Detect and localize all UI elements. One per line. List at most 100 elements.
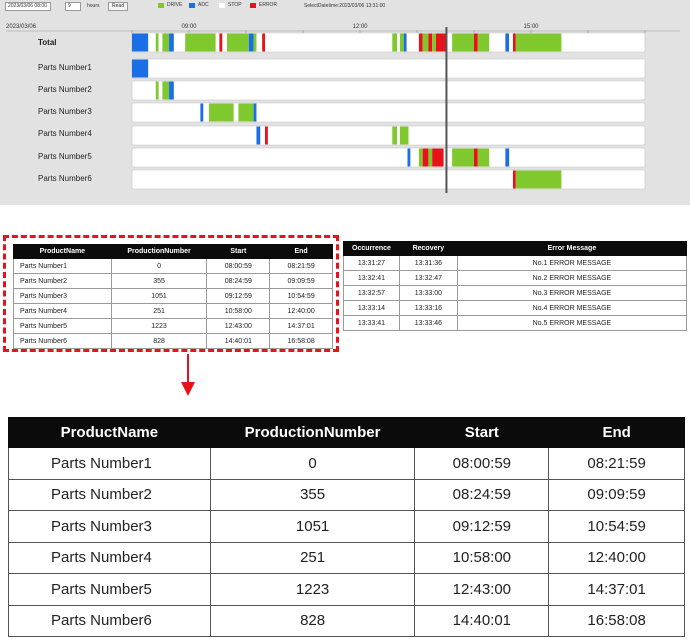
timeline-segment-adc [407,148,411,167]
table-row[interactable]: 13:33:14 13:33:16 No.4 ERROR MESSAGE [343,300,688,316]
timeline-segment-adc [505,148,510,167]
header-start: Start [206,244,271,259]
timeline-segment-drive [515,33,522,52]
timeline-segment-drive [155,81,159,100]
timeline-segment-adc [132,59,149,78]
timeline-segment-error [428,33,433,52]
timeline-segment-drive [185,33,216,52]
cell-start: 08:24:59 [414,478,550,511]
timeline-segment-adc [253,103,257,122]
table-row[interactable]: Parts Number6 828 14:40:01 16:58:08 [13,333,333,349]
header-product-name: ProductName [8,417,211,448]
cell-production-number: 828 [110,333,208,349]
table-row[interactable]: Parts Number6 828 14:40:01 16:58:08 [8,604,685,637]
select-datetime-readout: SelectDatetime:2023/03/06 13:31:00 [304,3,386,9]
timeline-segment-drive [392,126,398,145]
table-row[interactable]: 13:32:41 13:32:47 No.2 ERROR MESSAGE [343,270,688,286]
timeline-segment-drive [418,148,423,167]
start-datetime-input[interactable]: 2023/03/06 08:00 [5,2,51,11]
cell-production-number: 1051 [209,510,416,543]
cell-end: 08:21:59 [269,258,333,274]
timeline-segment-adc [169,81,174,100]
cell-product-name: Parts Number5 [13,318,112,334]
table-row[interactable]: Parts Number1 0 08:00:59 08:21:59 [8,447,685,480]
table-row[interactable]: Parts Number2 355 08:24:59 09:09:59 [13,273,333,289]
production-table-small: ProductName ProductionNumber Start End P… [13,244,333,349]
header-end: End [548,417,685,448]
gantt-chart[interactable] [0,0,690,205]
cell-start: 10:58:00 [414,541,550,574]
legend-swatch-error [250,3,256,8]
table-row[interactable]: Parts Number3 1051 09:12:59 10:54:59 [8,510,685,543]
row-label-parts5: Parts Number5 [38,152,92,161]
table-row[interactable]: 13:33:41 13:33:46 No.5 ERROR MESSAGE [343,315,688,331]
cell-error-message: No.3 ERROR MESSAGE [456,285,688,301]
cell-production-number: 828 [209,604,416,637]
table-row[interactable]: Parts Number4 251 10:58:00 12:40:00 [8,541,685,574]
header-production-number: ProductionNumber [110,244,208,259]
cell-production-number: 355 [209,478,416,511]
read-button[interactable]: Read [108,2,128,11]
cell-product-name: Parts Number4 [13,303,112,319]
timeline-segment-adc [403,33,407,52]
timeline-segment-drive [162,33,170,52]
cell-end: 09:09:59 [269,273,333,289]
timeline-segment-drive [399,126,409,145]
legend-swatch-adc [189,3,195,8]
timeline-segment-error [432,148,444,167]
row-label-parts1: Parts Number1 [38,63,92,72]
cell-occurrence: 13:32:41 [343,270,400,286]
arrow-down-icon [181,382,195,396]
table-row[interactable]: Parts Number4 251 10:58:00 12:40:00 [13,303,333,319]
cell-recovery: 13:31:36 [398,255,458,271]
timeline-segment-drive [452,33,474,52]
arrow-down-line [187,354,189,384]
cell-start: 14:40:01 [414,604,550,637]
timeline-segment-drive [477,148,490,167]
table-row[interactable]: Parts Number1 0 08:00:59 08:21:59 [13,258,333,274]
timeline-segment-error [262,33,265,52]
cell-product-name: Parts Number3 [13,288,112,304]
header-end: End [269,244,333,259]
cell-product-name: Parts Number6 [8,604,211,637]
timeline-segment-drive [238,103,254,122]
row-label-parts3: Parts Number3 [38,107,92,116]
tick-label-1500: 15:00 [523,24,539,30]
cell-end: 14:37:01 [548,573,685,606]
timeline-segment-adc [200,103,204,122]
cell-recovery: 13:33:16 [398,300,458,316]
hours-select[interactable]: 9 [65,2,81,11]
cell-recovery: 13:32:47 [398,270,458,286]
table-row[interactable]: Parts Number3 1051 09:12:59 10:54:59 [13,288,333,304]
timeline-segment-adc [169,33,174,52]
table-row[interactable]: 13:31:27 13:31:36 No.1 ERROR MESSAGE [343,255,688,271]
table-row[interactable]: Parts Number5 1223 12:43:00 14:37:01 [13,318,333,334]
timeline-track [131,58,646,79]
cell-error-message: No.2 ERROR MESSAGE [456,270,688,286]
timeline-segment-drive [399,33,404,52]
cell-start: 08:24:59 [206,273,271,289]
cell-start: 08:00:59 [414,447,550,480]
table-row[interactable]: 13:32:57 13:33:00 No.3 ERROR MESSAGE [343,285,688,301]
production-table-enlarged: ProductName ProductionNumber Start End P… [8,417,685,637]
timeline-track [131,147,646,168]
cell-product-name: Parts Number3 [8,510,211,543]
row-label-parts2: Parts Number2 [38,85,92,94]
timeline-segment-error [265,126,268,145]
row-label-total: Total [38,38,57,47]
legend-label-error: ERROR [259,2,278,8]
cell-end: 16:58:08 [269,333,333,349]
cell-occurrence: 13:31:27 [343,255,400,271]
table-row[interactable]: Parts Number5 1223 12:43:00 14:37:01 [8,573,685,606]
header-recovery: Recovery [398,241,458,256]
header-product-name: ProductName [13,244,112,259]
cell-production-number: 1223 [110,318,208,334]
cell-production-number: 251 [209,541,416,574]
timeline-segment-error [512,33,516,52]
timeline-date: 2023/03/06 [6,24,37,30]
timeline-track [131,169,646,190]
table-row[interactable]: Parts Number2 355 08:24:59 09:09:59 [8,478,685,511]
cell-start: 09:12:59 [414,510,550,543]
cell-occurrence: 13:33:14 [343,300,400,316]
